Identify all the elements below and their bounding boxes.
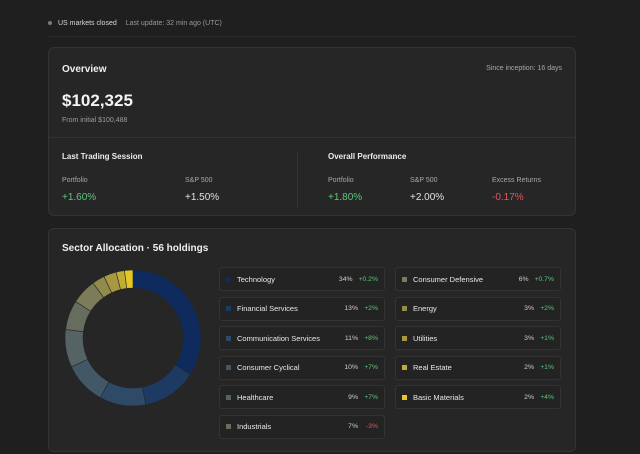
- legend-name: Communication Services: [237, 333, 320, 343]
- legend-swatch: [402, 306, 407, 311]
- legend-item-industrials[interactable]: Industrials 7% -3%: [219, 414, 385, 439]
- overall-portfolio-value: +1.80%: [328, 192, 363, 203]
- last-session-portfolio-label: Portfolio: [62, 177, 88, 184]
- legend-item-healthcare[interactable]: Healthcare 9% +7%: [219, 385, 385, 409]
- legend-change: +7%: [364, 364, 378, 371]
- legend-swatch: [402, 276, 407, 282]
- legend-name: Technology: [237, 274, 275, 284]
- legend-change: +2%: [364, 305, 378, 312]
- legend-percent: 6%: [518, 275, 529, 283]
- overall-performance-heading: Overall Performance: [328, 152, 407, 161]
- overall-portfolio-label: Portfolio: [328, 177, 354, 184]
- legend-swatch: [226, 394, 231, 400]
- legend-item-consumer-cyclical[interactable]: Consumer Cyclical 10% +7%: [219, 355, 385, 380]
- legend-swatch: [226, 365, 231, 370]
- legend-item-energy[interactable]: Energy 3% +2%: [395, 296, 561, 321]
- legend-item-financial-services[interactable]: Financial Services 13% +2%: [219, 296, 385, 321]
- legend-name: Consumer Cyclical: [237, 363, 300, 372]
- legend-name: Consumer Defensive: [413, 274, 484, 284]
- legend-name: Financial Services: [237, 304, 298, 313]
- last-update-text: Last update: 32 min ago (UTC): [125, 19, 222, 27]
- last-session-sp500-value: +1.50%: [185, 192, 220, 203]
- donut-slice-technology[interactable]: [132, 269, 202, 375]
- legend-name: Utilities: [413, 333, 438, 343]
- last-session-portfolio-value: +1.60%: [62, 192, 97, 203]
- legend-percent: 3%: [524, 334, 534, 342]
- legend-change: +1%: [540, 364, 554, 371]
- legend-percent: 10%: [344, 364, 358, 371]
- legend-change: +8%: [364, 334, 378, 342]
- overall-sp500-label: S&P 500: [410, 177, 438, 184]
- initial-value-text: From initial $100,488: [62, 117, 128, 124]
- header-divider: [48, 36, 576, 37]
- legend-percent: 11%: [344, 334, 358, 342]
- legend-percent: 7%: [348, 423, 358, 430]
- legend-swatch: [226, 276, 231, 282]
- overview-divider: [49, 137, 575, 138]
- sector-allocation-card: Sector Allocation · 56 holdings Technolo…: [48, 228, 576, 452]
- legend-item-utilities[interactable]: Utilities 3% +1%: [395, 326, 561, 350]
- legend-swatch: [402, 365, 407, 370]
- legend-name: Industrials: [237, 422, 272, 431]
- donut-slice-basic-materials[interactable]: [124, 269, 134, 289]
- legend-change: +2%: [540, 305, 554, 312]
- legend-item-communication-services[interactable]: Communication Services 11% +8%: [219, 326, 385, 350]
- overview-title: Overview: [62, 64, 107, 75]
- legend-item-real-estate[interactable]: Real Estate 2% +1%: [395, 355, 561, 380]
- legend-name: Real Estate: [413, 363, 452, 372]
- legend-percent: 9%: [348, 393, 358, 401]
- legend-item-consumer-defensive[interactable]: Consumer Defensive 6% +0.7%: [395, 267, 561, 291]
- legend-change: +0.7%: [534, 275, 554, 283]
- legend-percent: 13%: [344, 305, 358, 312]
- legend-item-basic-materials[interactable]: Basic Materials 2% +4%: [395, 385, 561, 409]
- legend-change: +4%: [540, 393, 554, 401]
- legend-percent: 2%: [524, 364, 534, 371]
- legend-swatch: [226, 335, 231, 341]
- last-session-heading: Last Trading Session: [62, 152, 143, 161]
- legend-item-technology[interactable]: Technology 34% +0.2%: [219, 267, 385, 291]
- excess-returns-value: -0.17%: [492, 192, 524, 203]
- inception-text: Since inception: 16 days: [486, 65, 562, 72]
- sector-donut-chart: [64, 269, 202, 407]
- last-session-sp500-label: S&P 500: [185, 177, 213, 184]
- overview-vertical-divider: [297, 152, 298, 208]
- legend-change: +1%: [540, 334, 554, 342]
- legend-change: -3%: [365, 423, 378, 430]
- legend-percent: 34%: [338, 275, 353, 283]
- market-status-bar: US markets closed Last update: 32 min ag…: [48, 16, 576, 30]
- market-status-text: US markets closed: [58, 19, 117, 27]
- portfolio-value: $102,325: [62, 91, 133, 110]
- excess-returns-label: Excess Returns: [492, 177, 542, 184]
- donut-slice-financial-services[interactable]: [142, 364, 191, 406]
- legend-percent: 3%: [524, 305, 534, 312]
- overall-sp500-value: +2.00%: [410, 192, 445, 203]
- legend-swatch: [226, 306, 231, 311]
- donut-slice-consumer-cyclical[interactable]: [71, 358, 110, 398]
- legend-name: Energy: [413, 304, 437, 313]
- legend-swatch: [402, 394, 407, 400]
- legend-name: Basic Materials: [413, 392, 464, 402]
- legend-swatch: [402, 335, 407, 341]
- market-status-dot-icon: [48, 21, 52, 25]
- legend-swatch: [226, 424, 231, 429]
- legend-name: Healthcare: [237, 392, 274, 402]
- legend-change: +0.2%: [358, 275, 378, 283]
- sector-allocation-title: Sector Allocation · 56 holdings: [62, 243, 209, 254]
- legend-change: +7%: [364, 393, 378, 401]
- legend-percent: 2%: [524, 393, 534, 401]
- overview-card: Overview Since inception: 16 days $102,3…: [48, 47, 576, 216]
